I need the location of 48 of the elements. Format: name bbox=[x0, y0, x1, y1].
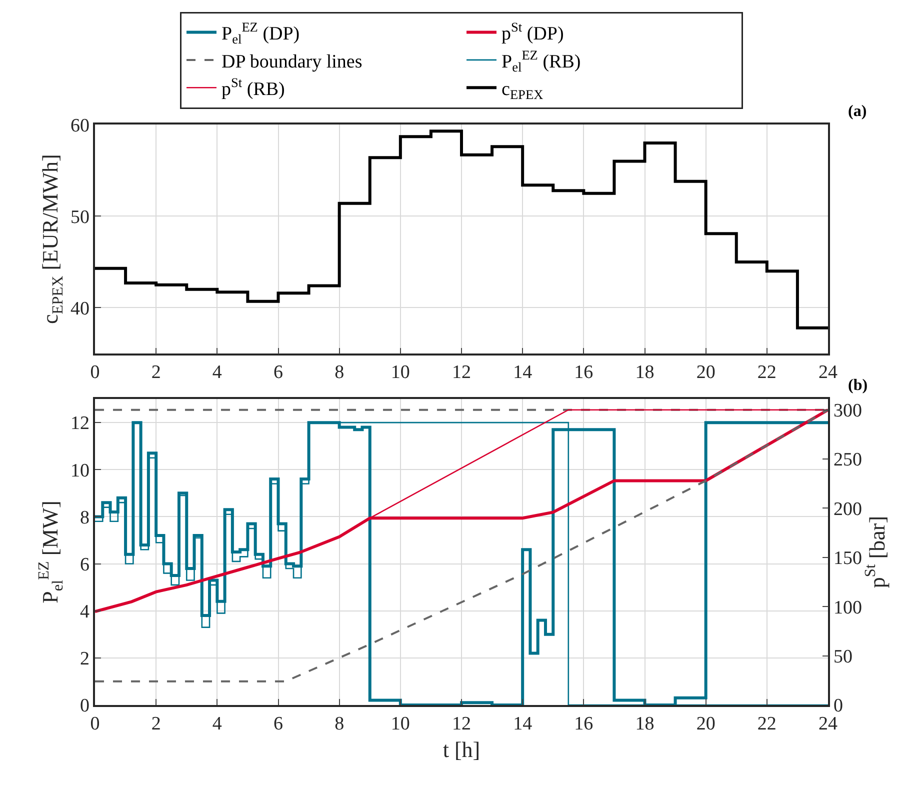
x-tick-label: 20 bbox=[696, 362, 716, 384]
y2-tick-label: 100 bbox=[834, 597, 862, 618]
text: (a) bbox=[848, 103, 867, 120]
y-tick-label: 6 bbox=[80, 554, 90, 576]
x-tick-label: 18 bbox=[635, 362, 654, 384]
x-tick-label: 12 bbox=[452, 714, 471, 735]
legend-label: p$^{St}$ (DP) bbox=[502, 20, 564, 45]
legend-label: c$_{EPEX}$ bbox=[502, 79, 544, 102]
y2-tick-label: 300 bbox=[834, 400, 862, 422]
x-tick-label: 4 bbox=[212, 714, 222, 735]
y-tick-label: 4 bbox=[80, 601, 90, 622]
y2-tick-label: 250 bbox=[834, 450, 862, 471]
legend-label: P$_{el}$$^{EZ}$ (RB) bbox=[502, 47, 581, 74]
x-tick-label: 22 bbox=[757, 714, 776, 735]
y-tick-label: 50 bbox=[70, 206, 90, 228]
y-tick-label: 60 bbox=[70, 115, 90, 136]
legend-label: p$^{St}$ (RB) bbox=[222, 75, 285, 100]
x-tick-label: 24 bbox=[818, 362, 838, 384]
x-tick-label: 8 bbox=[334, 362, 344, 384]
y2-tick-label: 200 bbox=[834, 498, 862, 520]
x-tick-label: 2 bbox=[151, 714, 161, 735]
x-tick-label: 6 bbox=[274, 362, 283, 384]
text: (b) bbox=[848, 377, 868, 394]
y-tick-label: 12 bbox=[70, 413, 90, 434]
x-tick-label: 10 bbox=[390, 362, 410, 384]
x-tick-label: 10 bbox=[390, 714, 410, 735]
x-tick-label: 14 bbox=[513, 362, 533, 384]
x-tick-label: 6 bbox=[274, 714, 283, 735]
y-tick-label: 10 bbox=[70, 460, 90, 482]
x-tick-label: 14 bbox=[513, 714, 533, 735]
y2-tick-label: 50 bbox=[834, 646, 853, 668]
x-tick-label: 12 bbox=[452, 362, 471, 384]
y-tick-label: 40 bbox=[70, 298, 90, 320]
x-tick-label: 22 bbox=[757, 362, 776, 384]
y-tick-label: 8 bbox=[80, 507, 90, 528]
x-tick-label: 16 bbox=[574, 714, 594, 735]
x-tick-label: 2 bbox=[151, 362, 161, 384]
y2-tick-label: 150 bbox=[834, 548, 862, 570]
y-tick-label: 0 bbox=[80, 696, 90, 717]
x-tick-label: 16 bbox=[574, 362, 594, 384]
y-tick-label: 2 bbox=[80, 648, 90, 670]
x-tick-label: 4 bbox=[212, 362, 222, 384]
x-tick-label: 20 bbox=[696, 714, 716, 735]
legend-label: P$_{el}$$^{EZ}$ (DP) bbox=[222, 20, 300, 47]
x-tick-label: 18 bbox=[635, 714, 654, 735]
legend-label: DP boundary lines bbox=[222, 51, 362, 72]
x-axis-title: t [h] bbox=[442, 736, 480, 762]
x-tick-label: 8 bbox=[334, 714, 344, 735]
